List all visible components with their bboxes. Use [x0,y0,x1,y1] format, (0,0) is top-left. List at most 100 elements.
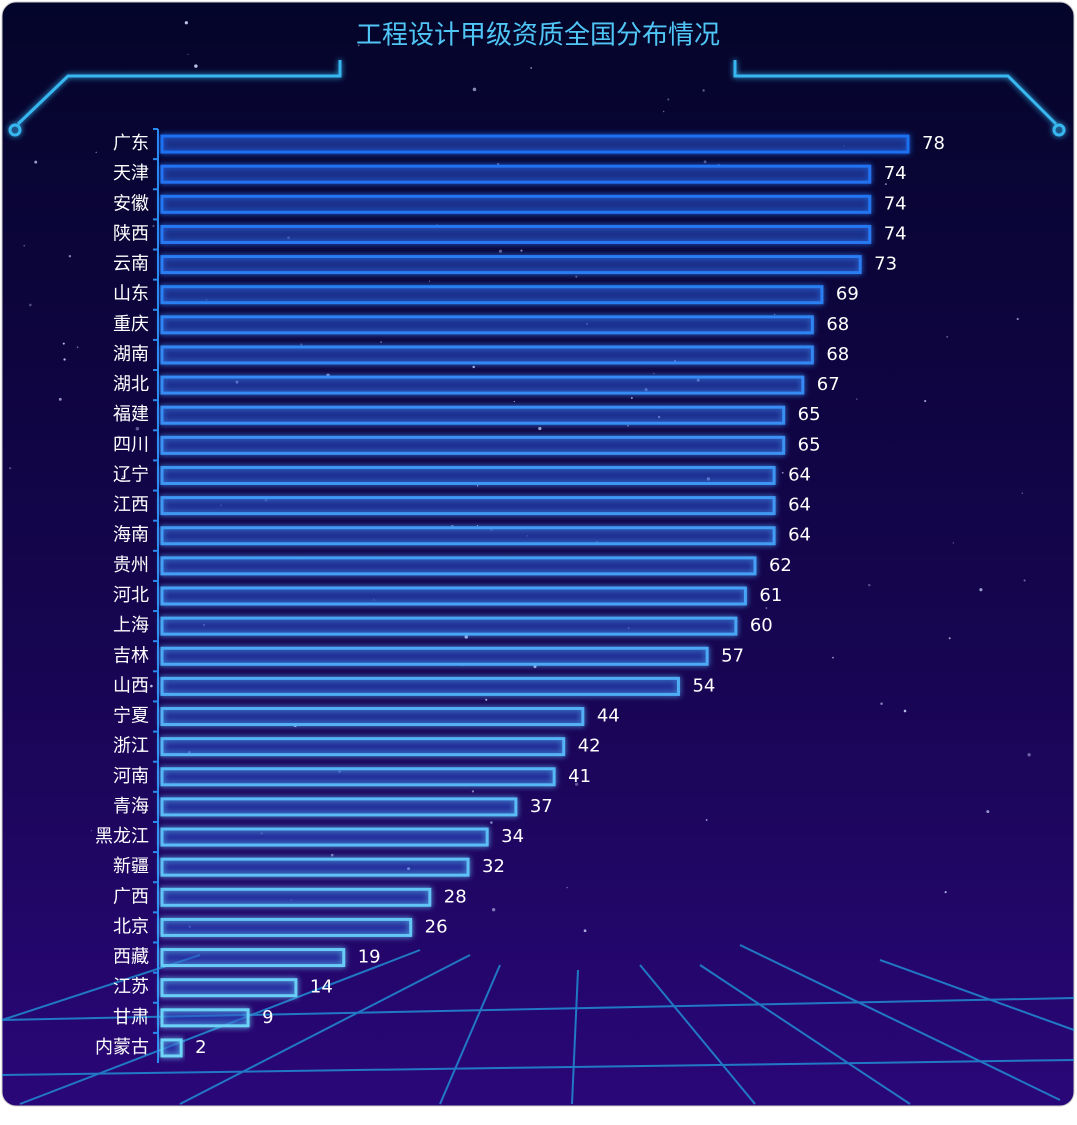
star [117,435,121,439]
y-tick-label: 吉林 [113,645,149,666]
bar [160,676,680,696]
star [330,853,334,857]
value-label: 64 [788,525,811,546]
star [944,891,947,894]
value-label: 64 [788,495,811,516]
bar [160,496,776,516]
plot: 广东 78 天津 74 安徽 74 陕西 74 云南 73 山东 69 重庆 68 湖南 68 湖北 67 福建 65… [95,128,945,1063]
y-tick-label: 重庆 [113,314,149,335]
star [705,819,708,821]
star [856,398,858,400]
y-tick-label: 内蒙古 [95,1037,149,1058]
bar [160,224,872,244]
bar [160,646,709,666]
value-label: 14 [310,977,333,998]
y-tick-label: 北京 [113,916,149,937]
bar [160,797,518,817]
star [498,249,503,253]
bar [160,978,298,998]
value-label: 69 [836,284,859,305]
star [1023,579,1026,582]
star [471,790,475,793]
y-tick-label: 上海 [113,615,149,636]
star [1016,317,1019,321]
value-label: 62 [769,555,792,576]
y-tick-label: 陕西 [113,223,149,244]
value-label: 37 [530,796,553,817]
value-label: 68 [826,314,849,335]
value-label: 68 [826,344,849,365]
bar [160,586,747,606]
star [703,160,707,164]
star [497,162,500,166]
star [184,21,188,25]
bar [160,767,556,787]
star [464,635,469,639]
bar [160,737,566,757]
y-tick-label: 河南 [113,766,149,787]
star [34,160,38,164]
star [472,87,477,92]
star [485,698,488,701]
y-tick-label: 云南 [113,254,149,275]
y-tick-label: 西藏 [113,947,149,968]
star [513,400,515,403]
star [575,782,579,786]
star [135,426,140,431]
star [667,98,670,101]
value-label: 44 [597,706,620,727]
y-tick-label: 天津 [113,163,149,184]
star [538,426,542,431]
star [1021,492,1023,494]
y-tick-label: 河北 [113,585,149,606]
value-label: 74 [884,163,907,184]
value-label: 54 [692,675,715,696]
bar [160,948,346,968]
bar [160,556,757,576]
y-tick-label: 浙江 [113,736,149,757]
star [630,397,633,399]
star [142,688,146,692]
y-tick-label: 青海 [113,796,149,817]
star [946,336,949,338]
y-tick-label: 山东 [113,284,149,305]
value-label: 74 [884,193,907,214]
star [533,665,537,669]
star [594,41,597,44]
y-tick-label: 新疆 [113,856,149,877]
bar [160,164,872,184]
star [491,908,496,912]
value-label: 57 [721,645,744,666]
value-label: 34 [501,826,524,847]
star [583,929,587,933]
bar [160,465,776,485]
bar [160,375,805,395]
y-tick-label: 山西 [113,675,149,696]
star [194,64,198,68]
star [903,709,907,713]
star [765,607,768,609]
bar [160,1038,183,1058]
bar [160,827,489,847]
value-label: 28 [444,886,467,907]
star [868,583,871,587]
star [627,425,629,427]
star [880,702,883,705]
star [520,249,523,252]
star [152,224,155,228]
y-tick-label: 湖南 [113,344,149,365]
star [566,886,568,889]
value-label: 9 [262,1007,273,1028]
bar [160,285,824,305]
y-tick-label: 甘肃 [113,1007,149,1028]
header-frame [8,60,1066,137]
star [832,656,834,659]
star [986,810,990,814]
star [924,399,927,403]
value-label: 19 [358,947,381,968]
bar [160,526,776,546]
bar [160,345,814,365]
y-tick-label: 福建 [113,404,149,425]
bar [160,1008,250,1028]
